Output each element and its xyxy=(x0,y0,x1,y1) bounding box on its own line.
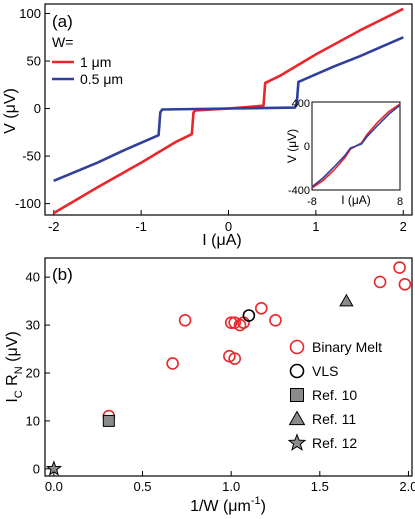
inset-ylabel: V (μV) xyxy=(285,129,299,163)
y-tick-label: 10 xyxy=(26,413,40,428)
panel-b-x-ticks: 0.0 0.5 1.0 1.5 2.0 xyxy=(45,471,415,494)
x-tick-label: -2 xyxy=(48,219,60,234)
legend-label-ref-10: Ref. 10 xyxy=(312,387,357,403)
y-tick-label: 50 xyxy=(27,54,41,69)
panel-a-x-ticks: -2 -1 0 1 2 xyxy=(48,210,407,234)
y-tick-label: -100 xyxy=(15,196,41,211)
panel-b-xlabel: 1/W (μm-1) xyxy=(190,495,266,515)
panel-a-ylabel: V (μV) xyxy=(2,88,19,134)
panel-b-points xyxy=(45,261,412,476)
legend-label-1um: 1 μm xyxy=(80,54,111,70)
y-tick-label: 0 xyxy=(33,461,40,476)
point-binary-melt xyxy=(373,275,387,289)
panel-b-label: (b) xyxy=(52,265,73,284)
y-tick-label: 0 xyxy=(34,101,41,116)
x-tick-label: -1 xyxy=(135,219,147,234)
legend-marker-ref-12 xyxy=(287,433,307,451)
legend-title: W= xyxy=(52,34,73,50)
point-vls xyxy=(242,309,256,322)
x-tick-label: 1.0 xyxy=(222,479,240,494)
panel-b-ylabel: IC RN (μV) xyxy=(4,331,25,402)
inset-ytick-neg400: -400 xyxy=(288,185,310,197)
point-ref-11 xyxy=(339,293,354,307)
inset-xlabel: I (μA) xyxy=(341,193,371,207)
x-tick-label: 0.5 xyxy=(133,479,151,494)
point-binary-melt xyxy=(228,352,242,365)
inset-ytick-400: 400 xyxy=(292,98,310,110)
point-binary-melt xyxy=(224,316,238,329)
panel-a-inset: 400 0 -400 -8 0 8 I (μA) V (μV) xyxy=(285,98,403,208)
panel-a-legend: W= 1 μm 0.5 μm xyxy=(52,34,123,87)
y-tick-label: 30 xyxy=(26,318,40,333)
point-ref-12 xyxy=(45,460,63,476)
x-tick-label: 1 xyxy=(312,219,319,234)
point-binary-melt xyxy=(166,357,179,370)
y-tick-label: -50 xyxy=(22,149,41,164)
legend-marker-ref-10 xyxy=(290,388,304,402)
x-tick-label: 0.0 xyxy=(45,479,63,494)
point-binary-melt xyxy=(254,302,268,315)
y-tick-label: 20 xyxy=(26,365,40,380)
point-binary-melt xyxy=(178,313,192,327)
x-tick-label: 2 xyxy=(400,219,407,234)
x-tick-label: 1.5 xyxy=(311,479,329,494)
legend-label-ref-12: Ref. 12 xyxy=(312,435,357,451)
legend-marker-binary-melt xyxy=(289,339,305,355)
panel-a-y-ticks: -100 -50 0 50 100 xyxy=(15,6,50,211)
panel-b-y-ticks: 0 10 20 30 40 xyxy=(26,270,50,476)
x-tick-label: 0 xyxy=(225,219,232,234)
series-line-05m xyxy=(53,36,404,183)
inset-xtick-neg8: -8 xyxy=(307,196,317,208)
panel-a-series-lines xyxy=(53,7,404,215)
inset-ytick-0: 0 xyxy=(304,141,310,153)
panel-b: (b) 1/W (μm-1) IC RN (μV) 0.0 0.5 1.0 1.5 2.… xyxy=(4,257,415,515)
inset-series-lines xyxy=(311,103,401,189)
panel-b-frame xyxy=(44,257,413,477)
point-ref-10 xyxy=(102,414,115,427)
legend-label-ref-11: Ref. 11 xyxy=(312,411,356,427)
panel-a-label: (a) xyxy=(52,12,73,31)
legend-label-05um: 0.5 μm xyxy=(80,71,123,87)
legend-marker-ref-11 xyxy=(288,410,306,426)
panel-a-xlabel: I (μA) xyxy=(202,232,241,249)
panel-a: (a) I (μA) V (μV) -2 -1 0 1 2 -100-50050100 … xyxy=(2,3,413,249)
inset-series-line-1 xyxy=(311,104,401,188)
legend-label-vls: VLS xyxy=(312,363,338,379)
point-binary-melt xyxy=(269,313,282,327)
inset-xtick-8: 8 xyxy=(397,196,403,208)
point-binary-melt xyxy=(393,261,406,274)
panel-b-legend: Binary Melt VLS Ref. 10 Ref. 11 Ref. 12 xyxy=(287,339,382,451)
legend-marker-vls xyxy=(289,363,305,379)
point-binary-melt xyxy=(398,278,412,291)
y-tick-label: 100 xyxy=(19,6,41,21)
legend-label-binary-melt: Binary Melt xyxy=(312,339,382,355)
y-tick-label: 40 xyxy=(26,270,40,285)
x-tick-label: 2.0 xyxy=(399,479,415,494)
